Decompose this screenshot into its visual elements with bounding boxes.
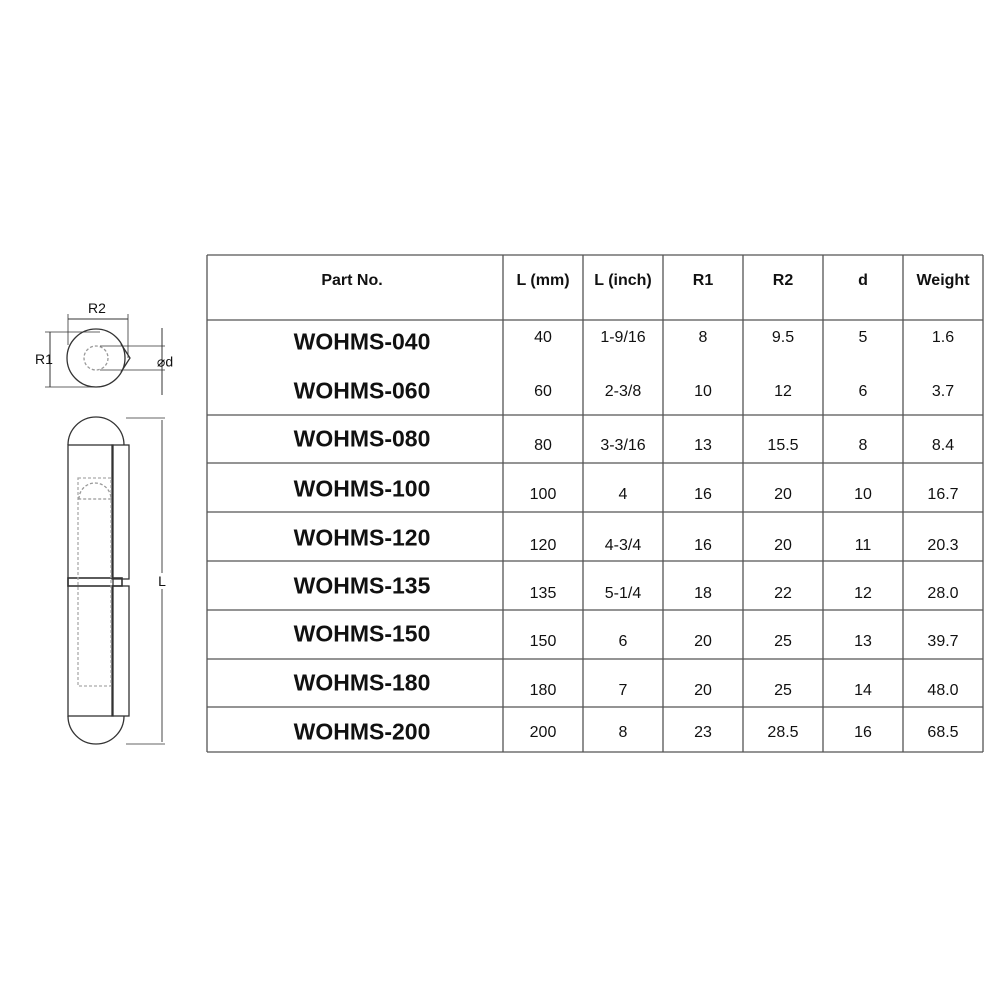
weld-tip bbox=[120, 343, 131, 373]
table-cell: 4-3/4 bbox=[604, 537, 642, 554]
table-cell: 16.7 bbox=[927, 486, 959, 503]
column-header: L (mm) bbox=[516, 272, 570, 289]
upper-leaf bbox=[111, 444, 130, 580]
table-cell: 25 bbox=[774, 633, 792, 650]
table-cell: 25 bbox=[774, 682, 792, 699]
part-number: WOHMS-080 bbox=[293, 425, 431, 452]
column-header: L (inch) bbox=[594, 272, 652, 289]
part-number: WOHMS-180 bbox=[293, 669, 431, 696]
part-number: WOHMS-135 bbox=[293, 572, 431, 599]
table-cell: 2-3/8 bbox=[604, 383, 642, 400]
d-label-text: d bbox=[165, 353, 174, 370]
part-number: WOHMS-150 bbox=[293, 620, 431, 647]
table-cell: 135 bbox=[529, 585, 557, 602]
table-cell: 4 bbox=[618, 486, 628, 503]
table-cell: 16 bbox=[854, 724, 872, 741]
column-header: R2 bbox=[772, 272, 794, 289]
table-cell: 13 bbox=[854, 633, 872, 650]
table-cell: 12 bbox=[774, 383, 792, 400]
table-cell: 80 bbox=[534, 437, 552, 454]
table-cell: 60 bbox=[534, 383, 552, 400]
length-l-label: L bbox=[157, 573, 167, 589]
table-cell: 14 bbox=[854, 682, 872, 699]
part-number: WOHMS-100 bbox=[293, 475, 431, 502]
table-cell: 5 bbox=[858, 329, 868, 346]
table-cell: 200 bbox=[529, 724, 557, 741]
table-cell: 16 bbox=[694, 486, 712, 503]
diameter-d-label: ⌀d bbox=[156, 353, 174, 370]
table-cell: 48.0 bbox=[927, 682, 959, 699]
table-cell: 28.5 bbox=[767, 724, 799, 741]
table-cell: 20 bbox=[694, 633, 712, 650]
table-cell: 15.5 bbox=[767, 437, 799, 454]
table-cell: 10 bbox=[854, 486, 872, 503]
column-header: R1 bbox=[692, 272, 714, 289]
table-cell: 150 bbox=[529, 633, 557, 650]
table-cell: 20 bbox=[774, 537, 792, 554]
table-cell: 6 bbox=[858, 383, 868, 400]
table-cell: 6 bbox=[618, 633, 628, 650]
table-cell: 1.6 bbox=[931, 329, 955, 346]
part-number: WOHMS-040 bbox=[293, 328, 431, 355]
table-cell: 180 bbox=[529, 682, 557, 699]
column-header: Weight bbox=[916, 272, 970, 289]
table-cell: 11 bbox=[854, 537, 872, 554]
table-cell: 16 bbox=[694, 537, 712, 554]
table-cell: 39.7 bbox=[927, 633, 959, 650]
column-header: d bbox=[858, 272, 868, 289]
table-cell: 7 bbox=[618, 682, 628, 699]
table-cell: 10 bbox=[694, 383, 712, 400]
r2-label: R2 bbox=[88, 300, 106, 316]
part-number: WOHMS-120 bbox=[293, 524, 431, 551]
pin-hole-circle bbox=[83, 345, 109, 371]
table-cell: 100 bbox=[529, 486, 557, 503]
table-cell: 28.0 bbox=[927, 585, 959, 602]
table-cell: 3.7 bbox=[931, 383, 955, 400]
bottom-dome bbox=[67, 715, 125, 745]
table-cell: 8 bbox=[698, 329, 708, 346]
table-cell: 18 bbox=[694, 585, 712, 602]
table-cell: 13 bbox=[694, 437, 712, 454]
table-cell: 8.4 bbox=[931, 437, 955, 454]
table-cell: 1-9/16 bbox=[600, 329, 646, 346]
column-header: Part No. bbox=[321, 272, 383, 289]
table-cell: 12 bbox=[854, 585, 872, 602]
table-cell: 68.5 bbox=[927, 724, 959, 741]
table-cell: 120 bbox=[529, 537, 557, 554]
table-cell: 3-3/16 bbox=[600, 437, 646, 454]
table-cell: 8 bbox=[858, 437, 868, 454]
table-cell: 22 bbox=[774, 585, 792, 602]
part-number: WOHMS-060 bbox=[293, 377, 431, 404]
table-cell: 20 bbox=[694, 682, 712, 699]
table-cell: 9.5 bbox=[771, 329, 795, 346]
top-dome bbox=[67, 416, 125, 446]
table-cell: 20.3 bbox=[927, 537, 959, 554]
table-cell: 5-1/4 bbox=[604, 585, 642, 602]
table-cell: 40 bbox=[534, 329, 552, 346]
r1-label: R1 bbox=[35, 351, 53, 367]
part-number: WOHMS-200 bbox=[293, 718, 431, 745]
table-cell: 8 bbox=[618, 724, 628, 741]
table-cell: 20 bbox=[774, 486, 792, 503]
table-cell: 23 bbox=[694, 724, 712, 741]
